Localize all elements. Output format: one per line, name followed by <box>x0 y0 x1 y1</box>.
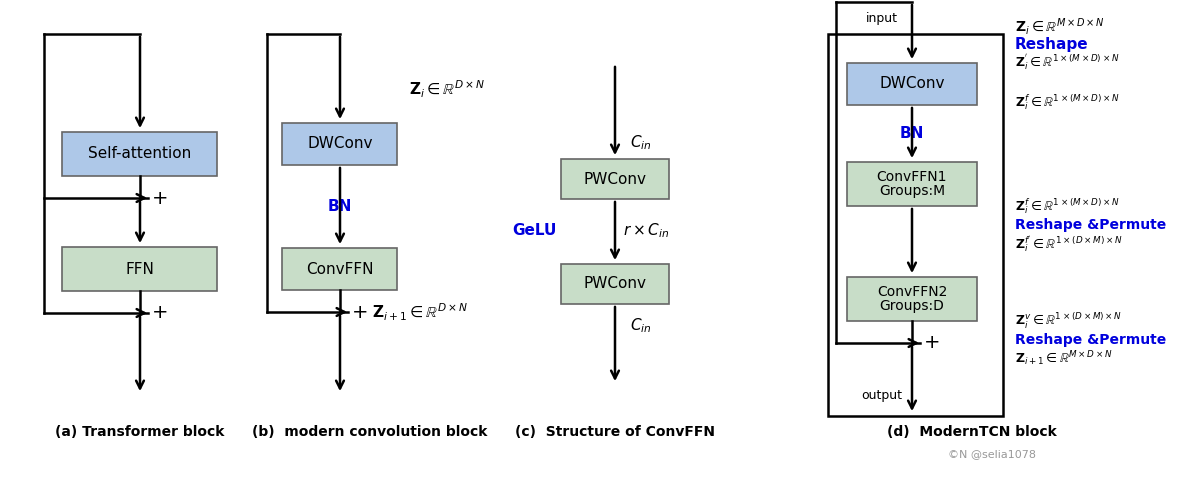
Text: FFN: FFN <box>125 261 154 276</box>
FancyBboxPatch shape <box>828 34 1003 416</box>
Text: (c)  Structure of ConvFFN: (c) Structure of ConvFFN <box>515 425 715 439</box>
Text: ConvFFN2: ConvFFN2 <box>877 285 948 299</box>
Text: ConvFFN1: ConvFFN1 <box>877 170 948 184</box>
Text: Reshape &Permute: Reshape &Permute <box>1015 333 1166 347</box>
Text: $\mathbf{Z}_{i}^{'} \in \mathbb{R}^{1 \times (M \times D) \times N}$: $\mathbf{Z}_{i}^{'} \in \mathbb{R}^{1 \t… <box>1015 52 1120 72</box>
FancyBboxPatch shape <box>847 277 978 321</box>
Text: output: output <box>862 390 902 403</box>
Text: +: + <box>351 302 368 321</box>
Text: Groups:D: Groups:D <box>880 299 944 313</box>
Text: GeLU: GeLU <box>513 223 557 238</box>
Text: BN: BN <box>327 199 353 214</box>
Text: +: + <box>924 333 940 352</box>
Text: $\mathbf{Z}_{i+1} \in \mathbb{R}^{D \times N}$: $\mathbf{Z}_{i+1} \in \mathbb{R}^{D \tim… <box>372 302 468 323</box>
Text: ©N @selia1078: ©N @selia1078 <box>948 449 1036 459</box>
FancyBboxPatch shape <box>282 248 398 290</box>
FancyBboxPatch shape <box>847 63 978 105</box>
FancyBboxPatch shape <box>62 132 217 176</box>
FancyBboxPatch shape <box>847 162 978 206</box>
Text: BN: BN <box>900 126 924 141</box>
Text: (d)  ModernTCN block: (d) ModernTCN block <box>887 425 1056 439</box>
Text: DWConv: DWConv <box>307 136 373 151</box>
Text: Reshape &Permute: Reshape &Permute <box>1015 218 1166 232</box>
Text: $C_{in}$: $C_{in}$ <box>630 134 651 152</box>
Text: ConvFFN: ConvFFN <box>306 261 374 276</box>
Text: $r \times C_{in}$: $r \times C_{in}$ <box>623 221 669 240</box>
FancyBboxPatch shape <box>62 247 217 291</box>
Text: $\mathbf{Z}_{i}^{f'} \in \mathbb{R}^{1 \times (D \times M) \times N}$: $\mathbf{Z}_{i}^{f'} \in \mathbb{R}^{1 \… <box>1015 234 1122 254</box>
Text: $C_{in}$: $C_{in}$ <box>630 317 651 335</box>
FancyBboxPatch shape <box>560 264 669 304</box>
Text: (b)  modern convolution block: (b) modern convolution block <box>252 425 488 439</box>
Text: $\mathbf{Z}_{i+1} \in \mathbb{R}^{M \times D \times N}$: $\mathbf{Z}_{i+1} \in \mathbb{R}^{M \tim… <box>1015 349 1113 368</box>
Text: $\mathbf{Z}_{i} \in \mathbb{R}^{D \times N}$: $\mathbf{Z}_{i} \in \mathbb{R}^{D \times… <box>410 78 485 100</box>
Text: +: + <box>152 303 168 322</box>
Text: $\mathbf{Z}_{i}^{v} \in \mathbb{R}^{1 \times (D \times M) \times N}$: $\mathbf{Z}_{i}^{v} \in \mathbb{R}^{1 \t… <box>1015 311 1122 331</box>
Text: $\mathbf{Z}_{i} \in \mathbb{R}^{M \times D \times N}$: $\mathbf{Z}_{i} \in \mathbb{R}^{M \times… <box>1015 15 1105 36</box>
FancyBboxPatch shape <box>560 159 669 199</box>
Text: Reshape: Reshape <box>1015 36 1089 51</box>
Text: +: + <box>152 188 168 208</box>
Text: DWConv: DWConv <box>880 76 945 91</box>
Text: Self-attention: Self-attention <box>88 147 191 162</box>
Text: $\mathbf{Z}_{i}^{f} \in \mathbb{R}^{1 \times (M \times D) \times N}$: $\mathbf{Z}_{i}^{f} \in \mathbb{R}^{1 \t… <box>1015 92 1120 112</box>
Text: Groups:M: Groups:M <box>880 184 945 198</box>
Text: PWConv: PWConv <box>583 276 646 291</box>
Text: $\mathbf{Z}_{i}^{f} \in \mathbb{R}^{1 \times (M \times D) \times N}$: $\mathbf{Z}_{i}^{f} \in \mathbb{R}^{1 \t… <box>1015 196 1120 216</box>
Text: input: input <box>866 12 897 25</box>
Text: (a) Transformer block: (a) Transformer block <box>55 425 225 439</box>
Text: PWConv: PWConv <box>583 171 646 186</box>
FancyBboxPatch shape <box>282 123 398 165</box>
